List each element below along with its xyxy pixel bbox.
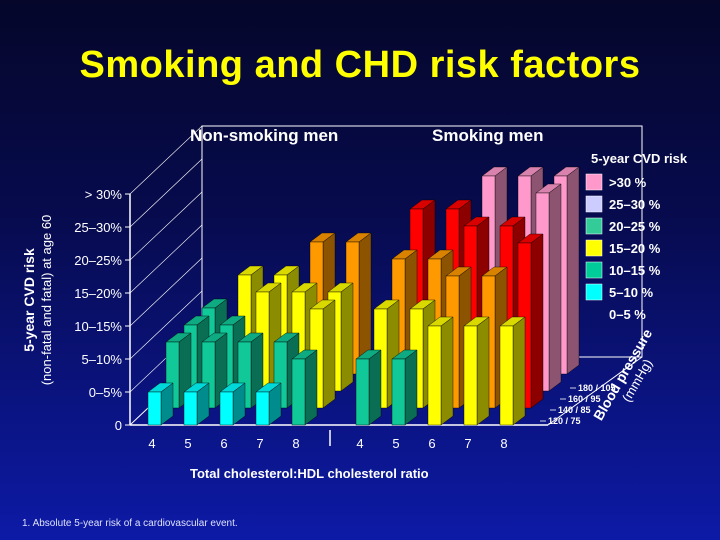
bar [391,358,406,426]
x-tick-label: 6 [428,436,435,451]
bar-side [512,316,526,426]
y-tick-label: 20–25% [74,253,122,268]
group-title-smoking: Smoking men [432,126,544,145]
bar-side [530,233,544,409]
legend-label: >30 % [609,175,647,190]
bar [499,325,514,426]
bar-side [476,316,490,426]
legend-label: 10–15 % [609,263,661,278]
x-tick-label: 5 [184,436,191,451]
bar-side [404,349,418,426]
y-gridline [129,125,203,195]
legend-label: 5–10 % [609,285,654,300]
legend-swatch [585,195,603,213]
y-tick-label: 10–15% [74,319,122,334]
bar [255,391,270,426]
bar [291,358,306,426]
legend-swatch [585,239,603,257]
slide-title: Smoking and CHD risk factors [79,44,641,86]
bar-side [340,282,354,392]
footnote: 1. Absolute 5-year risk of a cardiovascu… [22,518,238,529]
x-tick-label: 8 [500,436,507,451]
bar-side [440,316,454,426]
y-gridline [129,290,203,360]
y-tick-label: 25–30% [74,220,122,235]
x-tick-label: 6 [220,436,227,451]
x-tick-label: 5 [392,436,399,451]
x-tick-label: 7 [464,436,471,451]
x-tick-label: 7 [256,436,263,451]
y-gridline [129,224,203,294]
legend-swatch [585,283,603,301]
legend-label: 0–5 % [609,307,646,322]
bar [183,391,198,426]
y-tick-label: 5–10% [82,352,123,367]
group-title-non-smoking: Non-smoking men [190,126,339,145]
bar [355,358,370,426]
legend-label: 25–30 % [609,197,661,212]
bar-side [566,166,580,375]
depth-level-label: 140 / 85 [558,405,591,415]
legend-label: 15–20 % [609,241,661,256]
bar [427,325,442,426]
depth-level-label: 160 / 95 [568,394,601,404]
depth-level-label: 180 / 105 [578,383,616,393]
x-tick-label: 8 [292,436,299,451]
legend-swatch [585,173,603,191]
x-axis-label: Total cholesterol:HDL cholesterol ratio [190,466,429,481]
y-gridline [129,191,203,261]
bar-side [322,299,336,409]
legend-title: 5-year CVD risk [591,151,688,166]
bar-side [368,349,382,426]
bar-side [304,349,318,426]
depth-level-label: 120 / 75 [548,416,581,426]
legend-swatch [585,217,603,235]
bar [463,325,478,426]
y-tick-label: 0–5% [89,385,123,400]
bar [147,391,162,426]
y-tick-label: 0 [115,418,122,433]
floor-right-edge [547,356,643,426]
y-tick-label: > 30% [85,187,123,202]
y-tick-label: 15–20% [74,286,122,301]
legend-label: 20–25 % [609,219,661,234]
y-gridline [129,257,203,327]
bar-side [548,183,562,392]
legend-swatch [585,261,603,279]
x-tick-label: 4 [356,436,363,451]
x-tick-label: 4 [148,436,155,451]
y-gridline [129,158,203,228]
bar [219,391,234,426]
